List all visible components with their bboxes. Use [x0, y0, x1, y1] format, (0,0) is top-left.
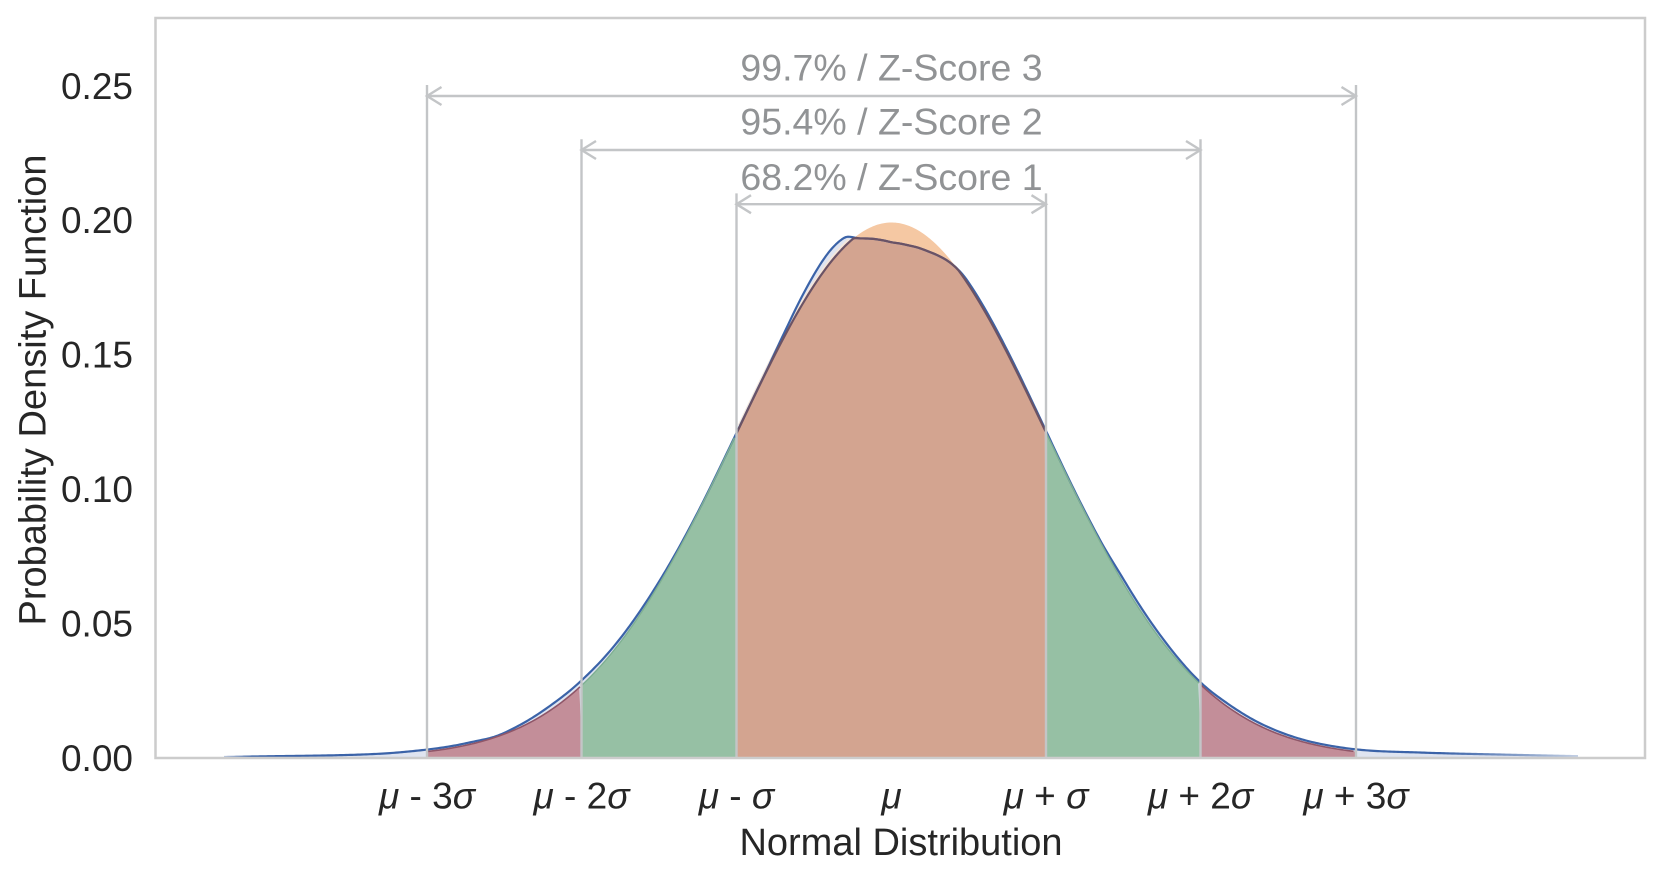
- svg-text:μ + σ: μ + σ: [1003, 776, 1090, 817]
- svg-text:μ + 2σ: μ + 2σ: [1147, 776, 1255, 817]
- svg-text:Probability Density Function: Probability Density Function: [12, 154, 54, 625]
- svg-text:0.20: 0.20: [61, 200, 133, 241]
- svg-text:0.00: 0.00: [61, 738, 133, 779]
- svg-text:0.25: 0.25: [61, 66, 133, 107]
- svg-text:68.2% / Z-Score 1: 68.2% / Z-Score 1: [740, 156, 1042, 198]
- svg-text:μ - 2σ: μ - 2σ: [532, 776, 631, 817]
- svg-text:μ: μ: [880, 776, 901, 817]
- svg-text:0.05: 0.05: [61, 604, 133, 645]
- svg-text:μ - σ: μ - σ: [698, 776, 776, 817]
- svg-text:0.10: 0.10: [61, 469, 133, 510]
- svg-text:μ - 3σ: μ - 3σ: [378, 776, 477, 817]
- svg-text:99.7% / Z-Score 3: 99.7% / Z-Score 3: [740, 47, 1042, 89]
- svg-text:μ + 3σ: μ + 3σ: [1302, 776, 1410, 817]
- svg-text:Normal Distribution: Normal Distribution: [739, 822, 1062, 864]
- svg-text:95.4% / Z-Score 2: 95.4% / Z-Score 2: [740, 101, 1042, 143]
- svg-text:0.15: 0.15: [61, 335, 133, 376]
